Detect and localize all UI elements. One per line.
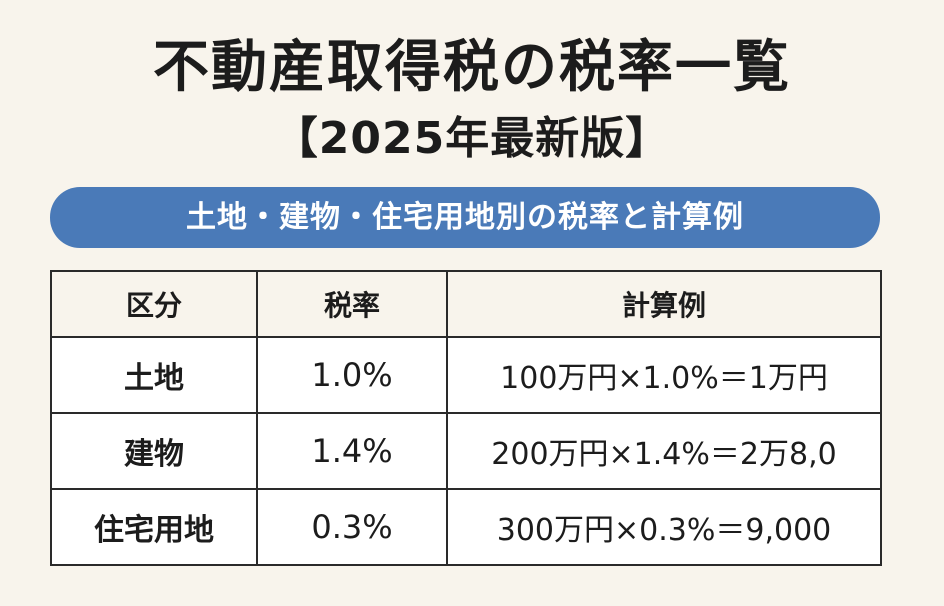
column-header-category: 区分 (50, 270, 258, 338)
table-header-row: 区分 税率 計算例 (50, 270, 882, 338)
table-row: 土地 1.0% 100万円×1.0%＝1万円 (50, 336, 882, 414)
row-category: 土地 (50, 336, 258, 414)
section-banner: 土地・建物・住宅用地別の税率と計算例 (50, 187, 880, 248)
row-category: 建物 (50, 412, 258, 490)
page-subtitle: 【2025年最新版】 (273, 113, 671, 164)
row-example: 300万円×0.3%＝9,000 (446, 488, 882, 566)
row-rate: 1.4% (256, 412, 448, 490)
row-rate: 0.3% (256, 488, 448, 566)
column-header-example: 計算例 (446, 270, 882, 338)
table-row: 住宅用地 0.3% 300万円×0.3%＝9,000 (50, 488, 882, 566)
page-title: 不動産取得税の税率一覧 (153, 35, 791, 100)
row-rate: 1.0% (256, 336, 448, 414)
row-example: 100万円×1.0%＝1万円 (446, 336, 882, 414)
row-category: 住宅用地 (50, 488, 258, 566)
row-example: 200万円×1.4%＝2万8,0 (446, 412, 882, 490)
column-header-rate: 税率 (256, 270, 448, 338)
tax-rate-table: 区分 税率 計算例 土地 1.0% 100万円×1.0%＝1万円 建物 1.4%… (50, 270, 882, 566)
table-row: 建物 1.4% 200万円×1.4%＝2万8,0 (50, 412, 882, 490)
